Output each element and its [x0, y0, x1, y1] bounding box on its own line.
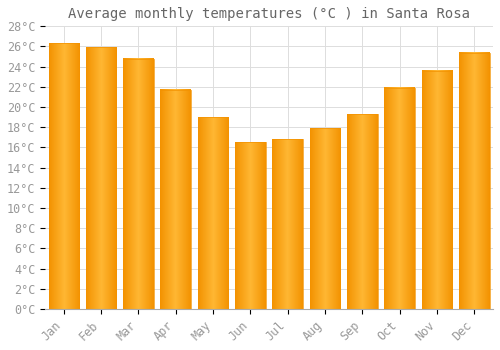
Bar	[48, 43, 79, 309]
Bar	[123, 58, 154, 309]
Bar	[347, 114, 378, 309]
Bar	[160, 90, 191, 309]
Bar	[422, 71, 452, 309]
Bar	[459, 52, 490, 309]
Bar	[198, 117, 228, 309]
Bar	[235, 142, 266, 309]
Bar	[310, 128, 340, 309]
Bar	[272, 139, 303, 309]
Bar	[384, 88, 415, 309]
Title: Average monthly temperatures (°C ) in Santa Rosa: Average monthly temperatures (°C ) in Sa…	[68, 7, 470, 21]
Bar	[86, 48, 117, 309]
